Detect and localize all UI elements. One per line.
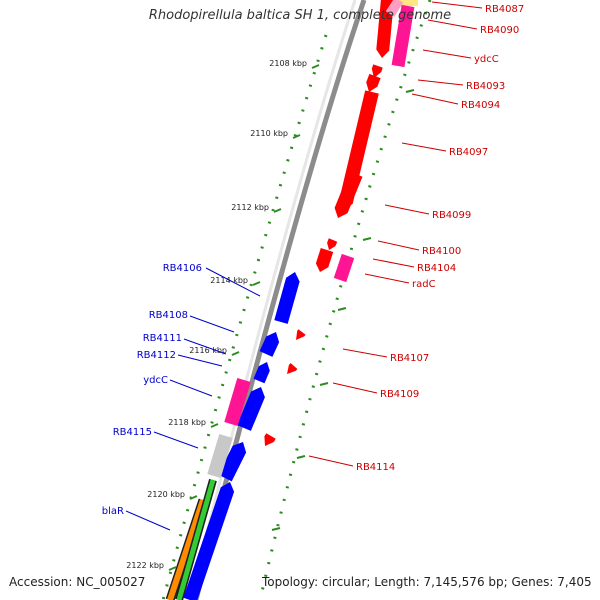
forward-gene-leader bbox=[401, 142, 447, 152]
forward-gene-label: RB4090 bbox=[480, 25, 519, 36]
outer-ring-tick bbox=[362, 237, 372, 241]
reverse-gene-label: RB4111 bbox=[143, 333, 182, 344]
forward-gene-arrow bbox=[366, 73, 381, 92]
reverse-gene-label: RB4108 bbox=[149, 310, 188, 321]
ruler-tick-label: 2118 kbp bbox=[168, 418, 206, 427]
reverse-gene-leader bbox=[153, 431, 199, 449]
forward-gene-leader bbox=[431, 1, 483, 9]
forward-gene-label: RB4094 bbox=[461, 100, 500, 111]
forward-gene-label: RB4104 bbox=[417, 263, 456, 274]
ruler-tick bbox=[168, 566, 177, 571]
forward-gene-label: ydcC bbox=[474, 54, 499, 65]
forward-gene-leader bbox=[308, 455, 354, 467]
ruler-tick-label: 2120 kbp bbox=[147, 490, 185, 499]
forward-gene-arrow bbox=[334, 171, 363, 218]
forward-gene-arrow bbox=[296, 329, 306, 340]
forward-gene-label: RB4087 bbox=[485, 4, 524, 15]
ruler-tick bbox=[189, 495, 198, 500]
forward-gene-label: RB4109 bbox=[380, 389, 419, 400]
ruler-tick bbox=[231, 351, 240, 356]
outer-ring-tick bbox=[271, 527, 281, 531]
backbone-inner-edge bbox=[188, 0, 357, 600]
forward-gene-arrow bbox=[327, 238, 338, 250]
ruler-tick-label: 2108 kbp bbox=[269, 59, 307, 68]
forward-gene-leader bbox=[377, 240, 420, 251]
ruler-tick bbox=[311, 64, 320, 69]
forward-gene-leader bbox=[332, 382, 378, 394]
reverse-gene-leader bbox=[205, 267, 261, 297]
reverse-gene-leader bbox=[183, 338, 227, 355]
ruler-tick-label: 2112 kbp bbox=[231, 203, 269, 212]
reverse-gene-leader bbox=[125, 510, 171, 531]
reverse-gene-arrow bbox=[218, 442, 247, 482]
reverse-gene-label: RB4106 bbox=[163, 263, 202, 274]
outer-ring-tick bbox=[319, 382, 329, 386]
label-layer: RB4087 RB4090 ydcC RB4093 RB4094 RB4097 RB4099… bbox=[102, 1, 524, 531]
reverse-gene-label: blaR bbox=[102, 506, 124, 517]
green-track bbox=[176, 479, 216, 600]
forward-gene-leader bbox=[427, 19, 478, 30]
forward-gene-leader bbox=[372, 258, 415, 268]
outer-ring-tick bbox=[296, 455, 306, 459]
reverse-gene-leader bbox=[189, 315, 235, 333]
rna-gene-block bbox=[385, 0, 404, 17]
ruler-tick-label: 2116 kbp bbox=[189, 346, 227, 355]
forward-gene-arrow bbox=[287, 363, 298, 374]
reverse-gene-label: RB4112 bbox=[137, 350, 176, 361]
forward-gene-leader bbox=[417, 79, 464, 86]
rna-gene-block bbox=[391, 4, 415, 68]
forward-gene-arrow bbox=[315, 248, 334, 272]
forward-gene-leader bbox=[422, 49, 472, 59]
ruler-tick bbox=[210, 423, 219, 428]
forward-gene-label: radC bbox=[412, 279, 436, 290]
ruler-tick bbox=[252, 281, 261, 286]
ruler-tick bbox=[292, 134, 301, 139]
forward-gene-label: RB4099 bbox=[432, 210, 471, 221]
reverse-gene-arrow bbox=[183, 482, 235, 600]
forward-gene-leader bbox=[411, 93, 459, 105]
outer-ring-tick bbox=[405, 89, 415, 93]
reverse-gene-label: RB4115 bbox=[113, 427, 152, 438]
ruler-tick-label: 2110 kbp bbox=[250, 129, 288, 138]
reverse-gene-leader bbox=[169, 379, 213, 397]
forward-gene-arrow bbox=[371, 64, 383, 78]
reverse-gene-arrow bbox=[274, 272, 300, 324]
reverse-gene-arrow bbox=[253, 362, 270, 384]
forward-gene-arrow bbox=[376, 0, 394, 58]
reverse-gene-label: ydcC bbox=[143, 375, 168, 386]
gene-layer bbox=[183, 0, 415, 600]
forward-gene-label: RB4100 bbox=[422, 246, 461, 257]
accession-text: Accession: NC_005027 bbox=[9, 575, 146, 589]
reverse-gene-leader bbox=[177, 354, 223, 367]
forward-gene-leader bbox=[364, 273, 410, 284]
map-title: Rhodopirellula baltica SH 1, complete ge… bbox=[148, 8, 452, 23]
pseudo-gene-block bbox=[207, 434, 233, 478]
top-yellow-feature bbox=[400, 0, 418, 6]
rna-gene-block bbox=[224, 378, 251, 426]
outer-dotted-ring bbox=[258, 0, 432, 600]
forward-gene-label: RB4093 bbox=[466, 81, 505, 92]
forward-gene-label: RB4097 bbox=[449, 147, 488, 158]
reverse-gene-arrow bbox=[259, 332, 280, 357]
forward-gene-label: RB4114 bbox=[356, 462, 395, 473]
ruler-tick bbox=[273, 208, 282, 213]
forward-gene-leader bbox=[384, 204, 430, 215]
ruler-tick-label: 2122 kbp bbox=[126, 561, 164, 570]
forward-gene-leader bbox=[342, 348, 388, 358]
genome-summary-text: Topology: circular; Length: 7,145,576 bp… bbox=[262, 575, 592, 589]
orange-track bbox=[167, 499, 206, 600]
outer-ring-tick bbox=[337, 307, 347, 311]
forward-gene-label: RB4107 bbox=[390, 353, 429, 364]
rna-gene-block bbox=[333, 253, 355, 283]
forward-gene-arrow bbox=[264, 433, 276, 446]
reverse-gene-arrow bbox=[237, 387, 265, 431]
